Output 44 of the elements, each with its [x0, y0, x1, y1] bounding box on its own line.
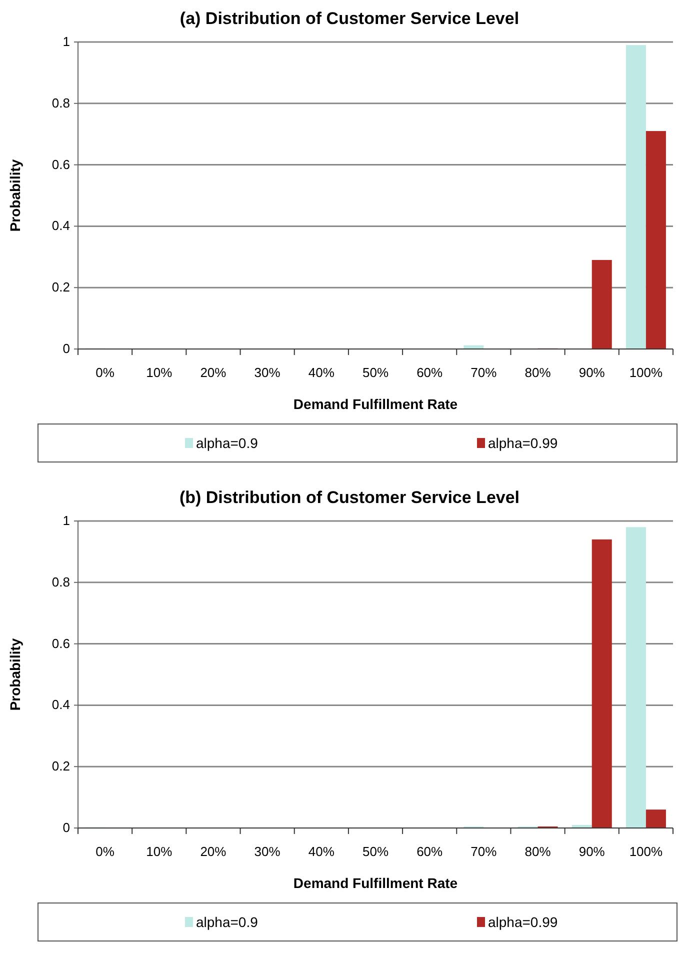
- x-tick-label: 60%: [416, 365, 444, 380]
- y-axis-title: Probability: [7, 638, 23, 711]
- y-tick-label: 0: [62, 820, 70, 835]
- y-tick-label: 0.4: [52, 218, 70, 234]
- y-tick-label: 0.6: [52, 156, 70, 172]
- legend-label: alpha=0.99: [488, 435, 558, 451]
- y-tick-label: 0.8: [52, 574, 70, 590]
- legend-label: alpha=0.9: [196, 435, 258, 451]
- x-tick-label: 100%: [629, 844, 664, 859]
- y-tick-label: 1: [62, 34, 70, 49]
- x-axis-title: Demand Fulfillment Rate: [293, 396, 458, 412]
- x-tick-label: 90%: [578, 365, 606, 380]
- x-tick-label: 100%: [629, 365, 664, 380]
- y-tick-label: 0.2: [52, 758, 70, 774]
- x-tick-label: 0%: [96, 844, 115, 859]
- y-tick-label: 0: [62, 341, 70, 356]
- x-tick-label: 40%: [308, 365, 335, 380]
- x-tick-label: 80%: [524, 365, 552, 380]
- chart-title: (a) Distribution of Customer Service Level: [180, 9, 520, 28]
- x-tick-label: 30%: [254, 365, 281, 380]
- x-tick-label: 10%: [146, 365, 173, 380]
- x-tick-label: 50%: [362, 365, 389, 380]
- x-tick-label: 10%: [146, 844, 173, 859]
- y-axis-title: Probability: [7, 159, 23, 232]
- x-tick-label: 0%: [96, 365, 115, 380]
- x-tick-label: 20%: [200, 844, 227, 859]
- x-tick-label: 50%: [362, 844, 389, 859]
- x-tick-label: 30%: [254, 844, 281, 859]
- legend-label: alpha=0.9: [196, 914, 258, 930]
- chart-title: (b) Distribution of Customer Service Level: [179, 488, 520, 507]
- x-tick-label: 90%: [578, 844, 606, 859]
- y-tick-label: 0.4: [52, 697, 70, 712]
- x-axis-title: Demand Fulfillment Rate: [293, 875, 458, 891]
- x-tick-label: 70%: [470, 365, 498, 380]
- x-tick-label: 70%: [470, 844, 498, 859]
- legend-label: alpha=0.99: [488, 914, 558, 930]
- y-tick-label: 1: [62, 513, 70, 528]
- x-tick-label: 20%: [200, 365, 227, 380]
- x-tick-label: 60%: [416, 844, 444, 859]
- x-tick-label: 40%: [308, 844, 335, 859]
- y-tick-label: 0.2: [52, 280, 70, 295]
- x-tick-label: 80%: [524, 844, 552, 859]
- y-tick-label: 0.8: [52, 95, 70, 110]
- y-tick-label: 0.6: [52, 636, 70, 651]
